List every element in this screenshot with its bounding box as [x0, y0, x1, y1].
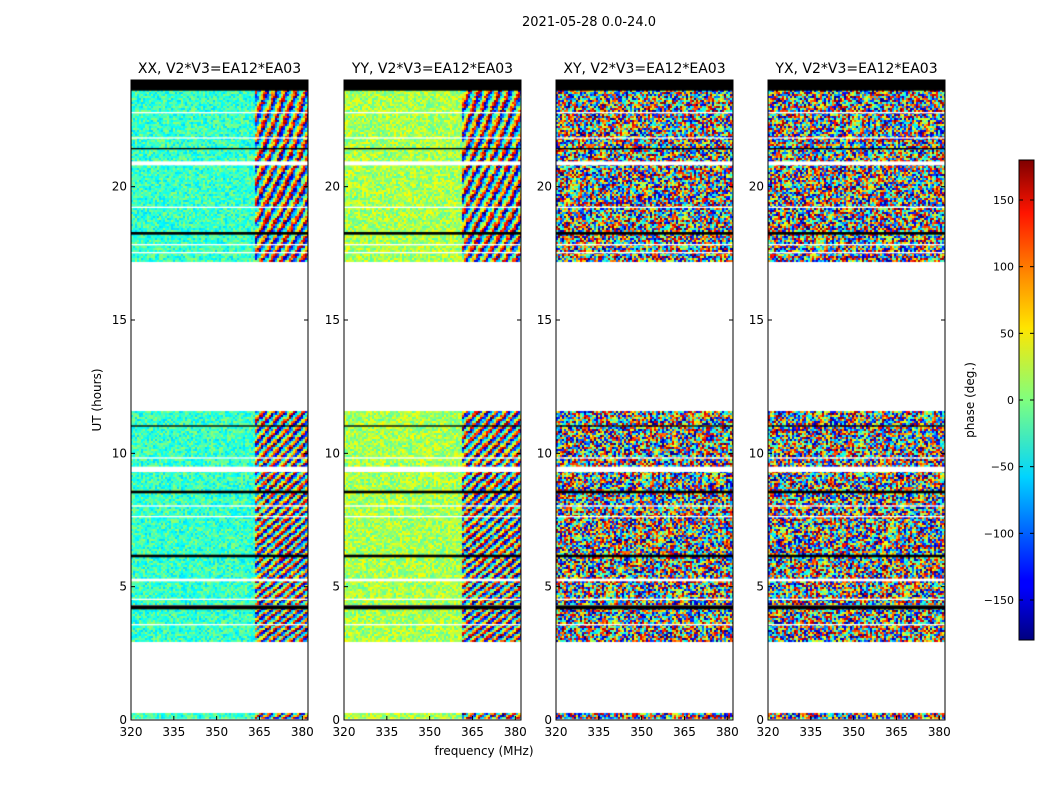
- colorbar-tick-label: 100: [993, 261, 1014, 274]
- x-tick-label: 335: [799, 725, 822, 739]
- panel-yx: YX, V2*V3=EA12*EA03 320 335 350 365 380 0 5 10 15…: [749, 61, 951, 739]
- x-tick-label: 365: [885, 725, 908, 739]
- panel-xx-frame: [130, 79, 309, 721]
- y-tick-label: 5: [119, 580, 127, 594]
- y-axis-label: UT (hours): [90, 368, 104, 431]
- x-tick-label: 320: [757, 725, 780, 739]
- y-tick-label: 20: [112, 180, 127, 194]
- y-tick-label: 15: [112, 313, 127, 327]
- x-tick-label: 350: [418, 725, 441, 739]
- y-tick-label: 10: [325, 446, 340, 460]
- colorbar-tick-label: −100: [984, 527, 1014, 540]
- x-tick-label: 335: [162, 725, 185, 739]
- colorbar-label: phase (deg.): [963, 362, 977, 438]
- panel-yy-title: YY, V2*V3=EA12*EA03: [351, 61, 513, 77]
- x-tick-label: 350: [630, 725, 653, 739]
- panel-yx-frame: [767, 79, 946, 721]
- y-tick-label: 10: [537, 446, 552, 460]
- x-tick-label: 380: [291, 725, 314, 739]
- panel-yy: YY, V2*V3=EA12*EA03 320 335 350 365 380 0 5 10 15…: [325, 61, 527, 739]
- panel-xy-title: XY, V2*V3=EA12*EA03: [563, 61, 725, 77]
- x-tick-label: 365: [461, 725, 484, 739]
- panel-yy-heatmap: [344, 80, 521, 720]
- y-tick-label: 0: [119, 713, 127, 727]
- colorbar-ticks: 150 100 50 0 −50 −100 −150: [984, 194, 1034, 607]
- y-tick-label: 15: [537, 313, 552, 327]
- x-tick-label: 380: [928, 725, 951, 739]
- y-tick-label: 15: [749, 313, 764, 327]
- x-tick-label: 320: [545, 725, 568, 739]
- x-tick-label: 335: [587, 725, 610, 739]
- y-tick-label: 5: [332, 580, 340, 594]
- x-tick-label: 365: [673, 725, 696, 739]
- panel-yy-frame: [343, 79, 522, 721]
- x-tick-label: 365: [248, 725, 271, 739]
- panel-xy: XY, V2*V3=EA12*EA03 320 335 350 365 380 0 5 10 15…: [537, 61, 739, 739]
- y-tick-label: 0: [544, 713, 552, 727]
- y-tick-label: 0: [332, 713, 340, 727]
- panel-xx-title: XX, V2*V3=EA12*EA03: [138, 61, 301, 77]
- x-tick-label: 380: [716, 725, 739, 739]
- y-tick-label: 10: [749, 446, 764, 460]
- colorbar-tick-label: 150: [993, 194, 1014, 207]
- panel-yx-title: YX, V2*V3=EA12*EA03: [774, 61, 937, 77]
- y-tick-label: 15: [325, 313, 340, 327]
- y-tick-label: 20: [325, 180, 340, 194]
- colorbar: 150 100 50 0 −50 −100 −150 phase (deg.): [963, 159, 1035, 641]
- panel-xx-heatmap: [131, 80, 308, 720]
- y-tick-label: 20: [537, 180, 552, 194]
- x-tick-label: 350: [842, 725, 865, 739]
- colorbar-tick-label: 50: [1000, 327, 1014, 340]
- panel-yx-heatmap: [768, 80, 945, 720]
- colorbar-tick-label: −50: [991, 461, 1014, 474]
- panel-xx: XX, V2*V3=EA12*EA03 320 335 350 365 380 0 5 10 15…: [112, 61, 314, 739]
- y-tick-label: 5: [544, 580, 552, 594]
- x-tick-label: 320: [120, 725, 143, 739]
- x-axis-label: frequency (MHz): [434, 744, 533, 758]
- y-tick-label: 10: [112, 446, 127, 460]
- figure-title: 2021-05-28 0.0-24.0: [522, 15, 656, 30]
- x-tick-label: 350: [205, 725, 228, 739]
- x-tick-label: 320: [333, 725, 356, 739]
- colorbar-tick-label: 0: [1007, 394, 1014, 407]
- x-tick-label: 335: [375, 725, 398, 739]
- y-tick-label: 5: [756, 580, 764, 594]
- panel-xy-heatmap: [556, 80, 733, 720]
- panels: XX, V2*V3=EA12*EA03 320 335 350 365 380 0 5 10 15…: [112, 61, 951, 739]
- panel-xy-frame: [555, 79, 734, 721]
- colorbar-tick-label: −150: [984, 594, 1014, 607]
- y-tick-label: 0: [756, 713, 764, 727]
- x-tick-label: 380: [504, 725, 527, 739]
- y-tick-label: 20: [749, 180, 764, 194]
